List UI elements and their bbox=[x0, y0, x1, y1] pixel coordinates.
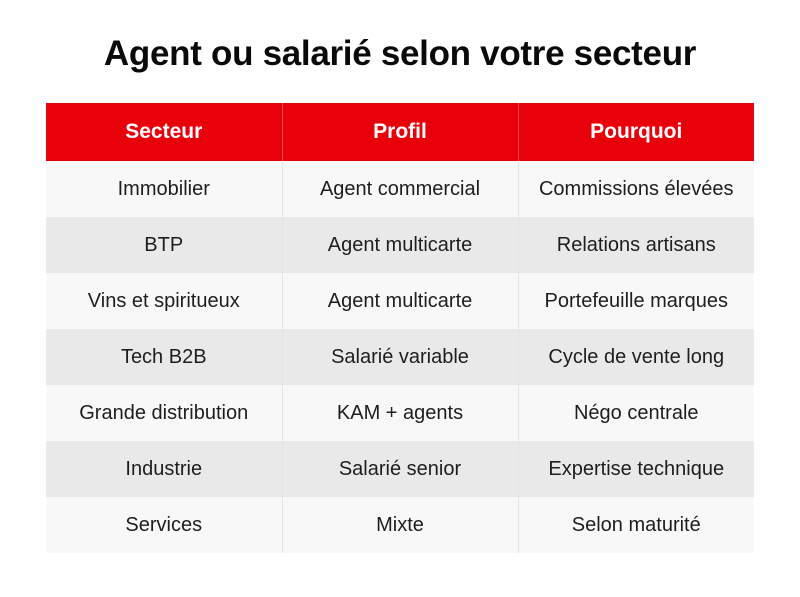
cell-secteur: Services bbox=[46, 497, 283, 553]
table-row: Immobilier Agent commercial Commissions … bbox=[46, 161, 754, 217]
table-row: Industrie Salarié senior Expertise techn… bbox=[46, 441, 754, 497]
header-cell-secteur: Secteur bbox=[46, 103, 283, 161]
table-row: Services Mixte Selon maturité bbox=[46, 497, 754, 553]
header-cell-profil: Profil bbox=[282, 103, 519, 161]
header-row: Secteur Profil Pourquoi bbox=[46, 103, 754, 161]
page-title: Agent ou salarié selon votre secteur bbox=[103, 34, 697, 73]
cell-secteur: Immobilier bbox=[46, 161, 283, 217]
table-body: Immobilier Agent commercial Commissions … bbox=[46, 161, 754, 553]
table-row: Vins et spiritueux Agent multicarte Port… bbox=[46, 273, 754, 329]
cell-secteur: Tech B2B bbox=[46, 329, 283, 385]
cell-pourquoi: Cycle de vente long bbox=[518, 329, 754, 385]
table-row: Tech B2B Salarié variable Cycle de vente… bbox=[46, 329, 754, 385]
cell-profil: Agent multicarte bbox=[282, 217, 519, 273]
cell-secteur: BTP bbox=[46, 217, 283, 273]
table-row: Grande distribution KAM + agents Négo ce… bbox=[46, 385, 754, 441]
cell-pourquoi: Commissions élevées bbox=[518, 161, 754, 217]
cell-profil: KAM + agents bbox=[282, 385, 519, 441]
cell-pourquoi: Selon maturité bbox=[518, 497, 754, 553]
cell-pourquoi: Négo centrale bbox=[518, 385, 754, 441]
header-cell-pourquoi: Pourquoi bbox=[518, 103, 754, 161]
cell-secteur: Vins et spiritueux bbox=[46, 273, 283, 329]
table-header: Secteur Profil Pourquoi bbox=[46, 103, 754, 161]
cell-profil: Agent commercial bbox=[282, 161, 519, 217]
sector-table: Secteur Profil Pourquoi Immobilier Agent… bbox=[46, 103, 754, 553]
cell-profil: Salarié senior bbox=[282, 441, 519, 497]
table-row: BTP Agent multicarte Relations artisans bbox=[46, 217, 754, 273]
cell-pourquoi: Portefeuille marques bbox=[518, 273, 754, 329]
cell-secteur: Grande distribution bbox=[46, 385, 283, 441]
cell-profil: Mixte bbox=[282, 497, 519, 553]
cell-profil: Salarié variable bbox=[282, 329, 519, 385]
cell-secteur: Industrie bbox=[46, 441, 283, 497]
cell-pourquoi: Expertise technique bbox=[518, 441, 754, 497]
cell-profil: Agent multicarte bbox=[282, 273, 519, 329]
cell-pourquoi: Relations artisans bbox=[518, 217, 754, 273]
